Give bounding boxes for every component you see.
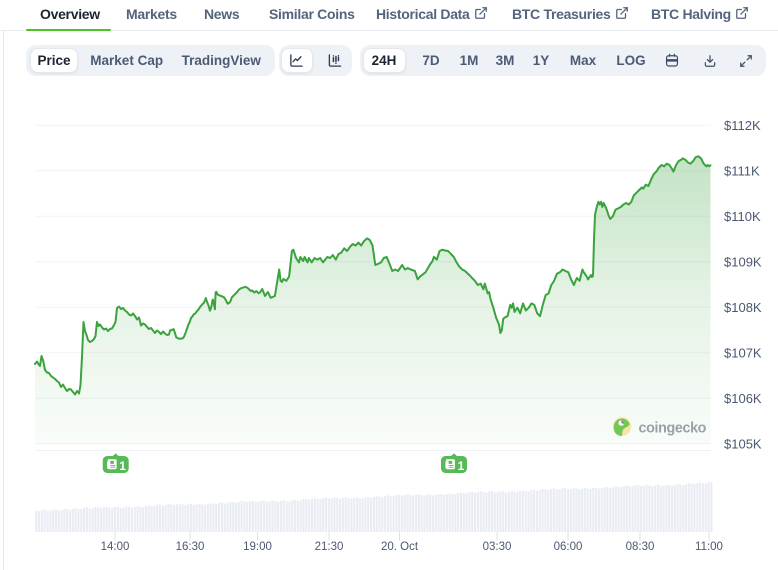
svg-text:03:30: 03:30 — [483, 541, 512, 553]
svg-text:$109K: $109K — [724, 254, 762, 269]
svg-text:coingecko: coingecko — [639, 420, 707, 436]
svg-text:1: 1 — [458, 459, 465, 473]
svg-text:$107K: $107K — [724, 345, 762, 360]
svg-text:14:00: 14:00 — [101, 541, 130, 553]
svg-text:19:00: 19:00 — [243, 541, 272, 553]
svg-text:08:30: 08:30 — [626, 541, 655, 553]
svg-text:16:30: 16:30 — [176, 541, 205, 553]
svg-text:06:00: 06:00 — [554, 541, 583, 553]
svg-text:$111K: $111K — [724, 163, 760, 178]
svg-text:$108K: $108K — [724, 300, 762, 315]
svg-text:1: 1 — [119, 459, 126, 473]
svg-text:$105K: $105K — [724, 436, 762, 451]
svg-text:11:00: 11:00 — [695, 541, 723, 553]
svg-text:$112K: $112K — [724, 118, 761, 133]
svg-text:$106K: $106K — [724, 391, 762, 406]
svg-text:21:30: 21:30 — [315, 541, 344, 553]
svg-text:$110K: $110K — [724, 209, 761, 224]
svg-text:20. Oct: 20. Oct — [381, 541, 419, 553]
